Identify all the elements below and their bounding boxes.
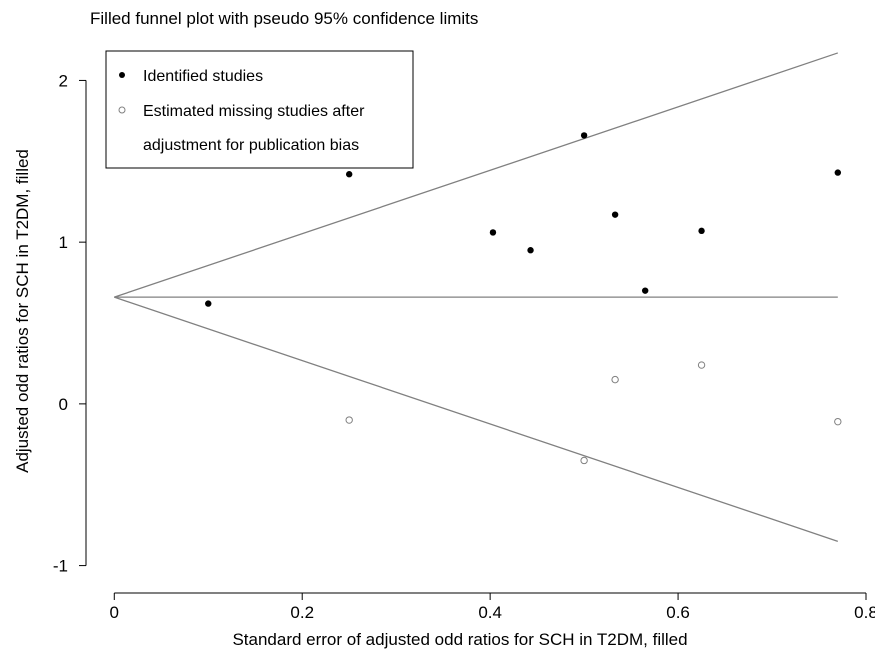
missing-study-point [345, 416, 353, 424]
identified-study-point [611, 211, 619, 218]
y-tick-label: -1 [53, 557, 68, 576]
y-axis-label: Adjusted odd ratios for SCH in T2DM, fil… [13, 149, 32, 473]
identified-study-point [205, 300, 212, 307]
x-tick-label: 0.8 [854, 603, 875, 622]
x-tick-label: 0.4 [478, 603, 502, 622]
y-tick-label: 1 [59, 233, 68, 252]
upper-confidence-limit-line [114, 52, 839, 298]
identified-study-point [345, 171, 353, 178]
x-tick-label: 0 [110, 603, 119, 622]
legend-marker-identified [119, 72, 125, 78]
legend-marker-missing [118, 106, 126, 114]
data-points [205, 132, 842, 465]
legend-label-identified: Identified studies [143, 68, 263, 85]
legend-box [105, 50, 414, 169]
funnel-lines [114, 52, 839, 542]
x-tick-label: 0.2 [290, 603, 314, 622]
axes: 0 0.2 0.4 0.6 0.8 -1 0 1 2 [53, 71, 875, 622]
identified-study-point [489, 229, 497, 236]
identified-study-point [698, 227, 705, 235]
missing-study-point [611, 375, 619, 384]
legend: Identified studies Estimated missing stu… [105, 50, 414, 169]
x-axis-label: Standard error of adjusted odd ratios fo… [232, 630, 687, 649]
y-tick-label: 0 [59, 395, 68, 414]
legend-label-missing-line1: Estimated missing studies after [143, 103, 365, 120]
y-tick-label: 2 [59, 71, 68, 90]
identified-study-point [834, 169, 842, 176]
x-tick-label: 0.6 [666, 603, 690, 622]
identified-study-point [641, 287, 649, 294]
missing-study-point [580, 456, 588, 465]
lower-confidence-limit-line [114, 296, 839, 542]
legend-label-missing-line2: adjustment for publication bias [143, 137, 359, 154]
identified-study-point [527, 247, 534, 254]
missing-study-point [697, 361, 706, 369]
missing-study-point [834, 417, 842, 426]
chart-title: Filled funnel plot with pseudo 95% confi… [90, 9, 478, 28]
identified-study-point [580, 132, 588, 139]
